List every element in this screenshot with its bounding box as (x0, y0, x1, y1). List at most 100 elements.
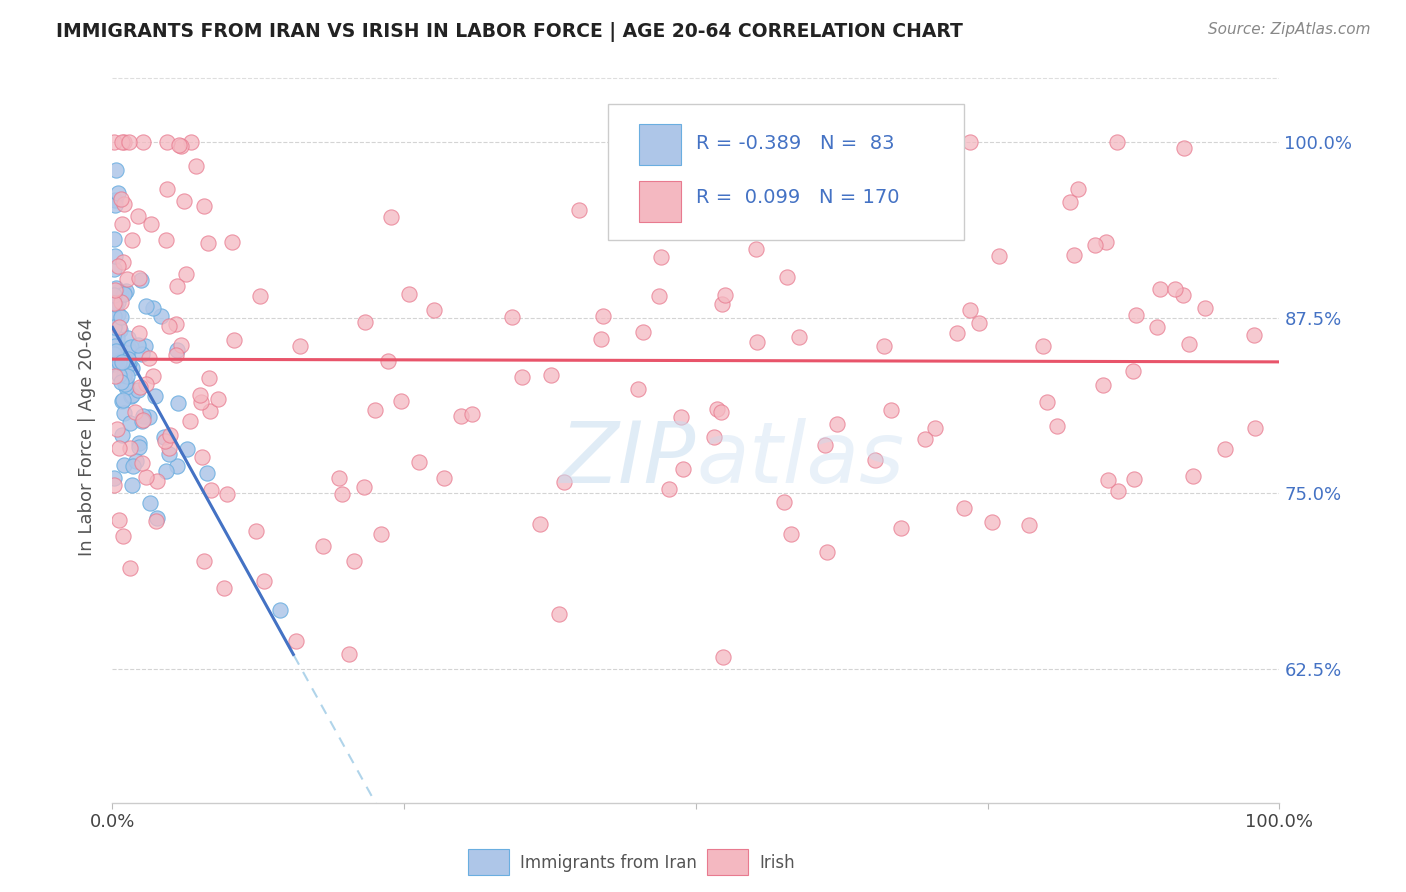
Point (827, 417, 849, 432)
Point (103, 135, 125, 149)
Point (253, 574, 276, 589)
Point (117, 358, 139, 372)
Point (815, 545, 838, 559)
Point (110, 323, 132, 337)
Point (959, 303, 981, 318)
Point (207, 392, 229, 406)
Point (1243, 328, 1265, 343)
Point (104, 249, 127, 263)
Point (1107, 135, 1129, 149)
Point (398, 286, 420, 301)
Point (1164, 282, 1187, 296)
Point (713, 287, 735, 301)
Point (1018, 518, 1040, 533)
Point (112, 196, 135, 211)
Point (111, 135, 134, 149)
Point (105, 422, 128, 436)
Point (121, 361, 143, 376)
Point (212, 582, 235, 596)
Point (529, 516, 551, 531)
Point (110, 286, 132, 301)
Point (987, 249, 1010, 263)
Point (343, 554, 366, 568)
Point (170, 138, 193, 153)
Point (104, 343, 127, 358)
Text: ZIP: ZIP (560, 417, 696, 500)
Point (166, 396, 188, 410)
Point (1181, 469, 1204, 483)
Point (117, 343, 139, 357)
Point (127, 383, 149, 397)
Point (780, 527, 803, 541)
Point (592, 309, 614, 323)
Point (127, 338, 149, 352)
Point (180, 135, 202, 149)
Point (589, 332, 612, 346)
Point (103, 471, 125, 485)
Point (120, 389, 142, 403)
Point (135, 469, 157, 483)
Point (330, 487, 353, 501)
Point (128, 271, 150, 285)
Point (540, 368, 562, 383)
Point (1084, 238, 1107, 252)
Point (849, 174, 872, 188)
Point (377, 354, 399, 368)
Point (112, 135, 135, 149)
Point (501, 310, 523, 324)
Point (745, 335, 768, 350)
Point (111, 354, 134, 368)
Point (120, 340, 142, 354)
Point (128, 380, 150, 394)
Point (167, 138, 190, 153)
Point (156, 135, 179, 149)
Point (117, 341, 139, 355)
Point (107, 259, 129, 273)
Point (191, 450, 214, 465)
Point (1036, 394, 1059, 409)
Point (269, 603, 291, 617)
Point (104, 162, 127, 177)
Point (1095, 235, 1118, 249)
Point (110, 218, 132, 232)
Point (107, 284, 129, 298)
Point (776, 269, 799, 284)
Point (103, 309, 125, 323)
Point (1149, 282, 1171, 296)
Point (131, 347, 153, 361)
Point (568, 202, 591, 217)
Point (1046, 419, 1069, 434)
Point (245, 524, 267, 539)
Text: Immigrants from Iran: Immigrants from Iran (520, 854, 697, 871)
Point (103, 296, 125, 310)
Text: R = -0.389   N =  83: R = -0.389 N = 83 (696, 134, 894, 153)
Point (121, 458, 143, 473)
Point (1122, 472, 1144, 486)
Point (671, 462, 693, 476)
Point (959, 135, 981, 149)
Point (917, 205, 939, 219)
Point (1122, 363, 1144, 377)
Point (773, 495, 796, 509)
Point (114, 380, 136, 394)
Point (711, 296, 734, 310)
Point (433, 471, 456, 485)
Text: Irish: Irish (759, 854, 794, 871)
Point (193, 199, 215, 213)
Point (1032, 339, 1054, 353)
Point (114, 406, 136, 420)
Point (354, 315, 377, 329)
Point (510, 370, 533, 384)
Point (103, 232, 125, 246)
Point (159, 428, 181, 442)
Point (108, 354, 131, 368)
Point (1178, 337, 1201, 351)
Point (1171, 288, 1194, 302)
Point (353, 480, 375, 494)
Point (198, 371, 221, 385)
Point (103, 261, 125, 276)
Point (657, 483, 679, 497)
Point (138, 410, 160, 425)
Point (179, 414, 201, 428)
Point (165, 348, 187, 362)
